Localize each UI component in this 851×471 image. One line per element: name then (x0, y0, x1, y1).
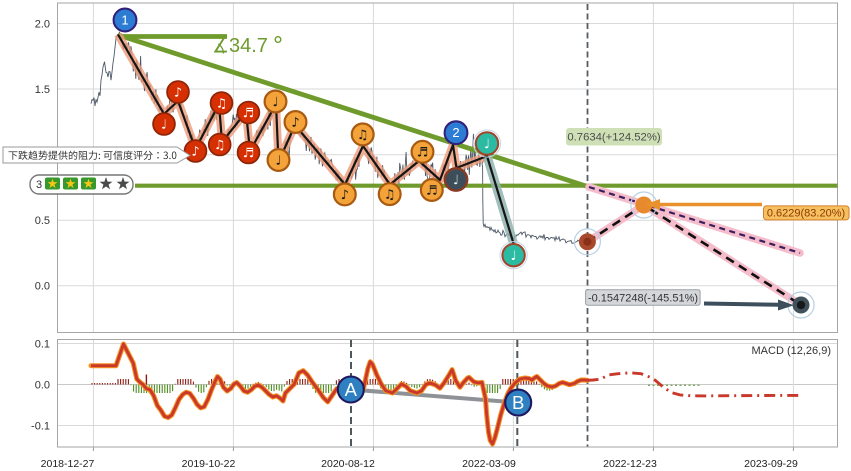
svg-text:2019-10-22: 2019-10-22 (182, 458, 236, 470)
svg-text:2022-03-09: 2022-03-09 (462, 458, 516, 470)
svg-text:-0.1: -0.1 (31, 421, 50, 433)
svg-text:1.5: 1.5 (35, 84, 50, 96)
svg-text:3: 3 (36, 179, 42, 191)
svg-text:0.7634(+124.52%): 0.7634(+124.52%) (567, 131, 661, 143)
svg-text:0.6229(83.20%): 0.6229(83.20%) (767, 208, 845, 220)
svg-text:0.0: 0.0 (35, 281, 50, 293)
svg-text:2022-12-23: 2022-12-23 (603, 458, 657, 470)
svg-text:0.0: 0.0 (35, 380, 50, 392)
svg-text:2023-09-29: 2023-09-29 (744, 458, 798, 470)
svg-text:MACD (12,26,9): MACD (12,26,9) (752, 345, 831, 357)
svg-text:A: A (345, 379, 358, 400)
svg-text:34.7: 34.7 (229, 35, 268, 57)
svg-text:-0.1547248(-145.51%): -0.1547248(-145.51%) (588, 292, 698, 304)
svg-text:B: B (512, 392, 524, 413)
svg-text:0.1: 0.1 (35, 339, 50, 351)
svg-text:2020-08-12: 2020-08-12 (321, 458, 375, 470)
svg-text:2.0: 2.0 (35, 19, 50, 31)
svg-text:2: 2 (452, 125, 459, 140)
svg-text:0.5: 0.5 (35, 215, 50, 227)
svg-text:1: 1 (121, 13, 128, 28)
svg-text:2018-12-27: 2018-12-27 (41, 458, 95, 470)
